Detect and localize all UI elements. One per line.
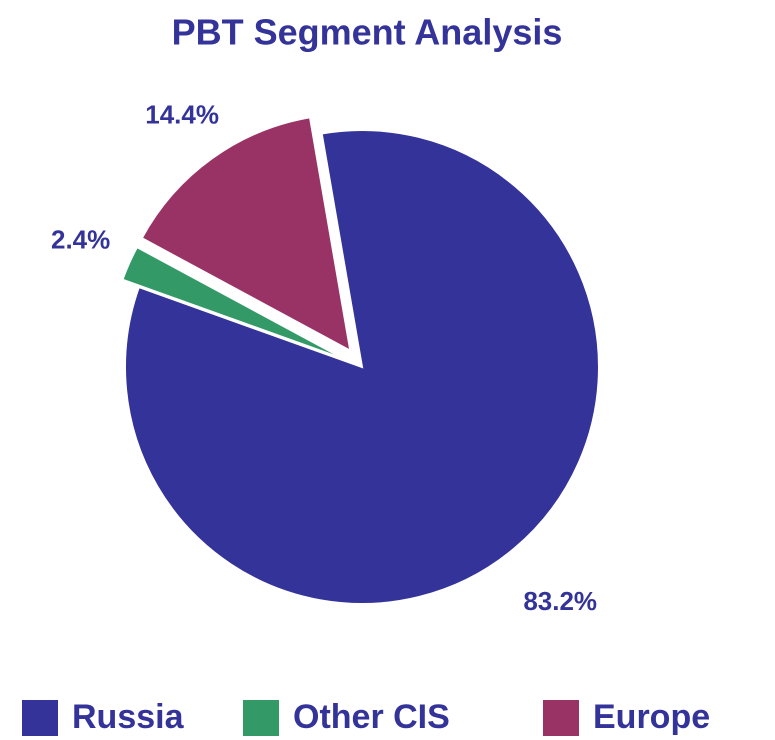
legend-label: Russia: [72, 698, 185, 736]
legend-swatch: [22, 700, 58, 736]
data-label: 14.4%: [145, 100, 219, 130]
pie-slice: [121, 245, 347, 361]
pie-slice: [124, 129, 600, 605]
legend: Russia Other CIS Europe: [22, 698, 710, 736]
data-label: 2.4%: [51, 224, 110, 254]
legend-label: Europe: [593, 698, 710, 736]
legend-swatch: [243, 700, 279, 736]
chart-title: PBT Segment Analysis: [172, 12, 563, 53]
legend-label: Other CIS: [293, 698, 450, 736]
legend-swatch: [543, 700, 579, 736]
pie: [121, 116, 600, 605]
pie-slice: [140, 116, 352, 353]
data-label: 83.2%: [523, 586, 597, 616]
